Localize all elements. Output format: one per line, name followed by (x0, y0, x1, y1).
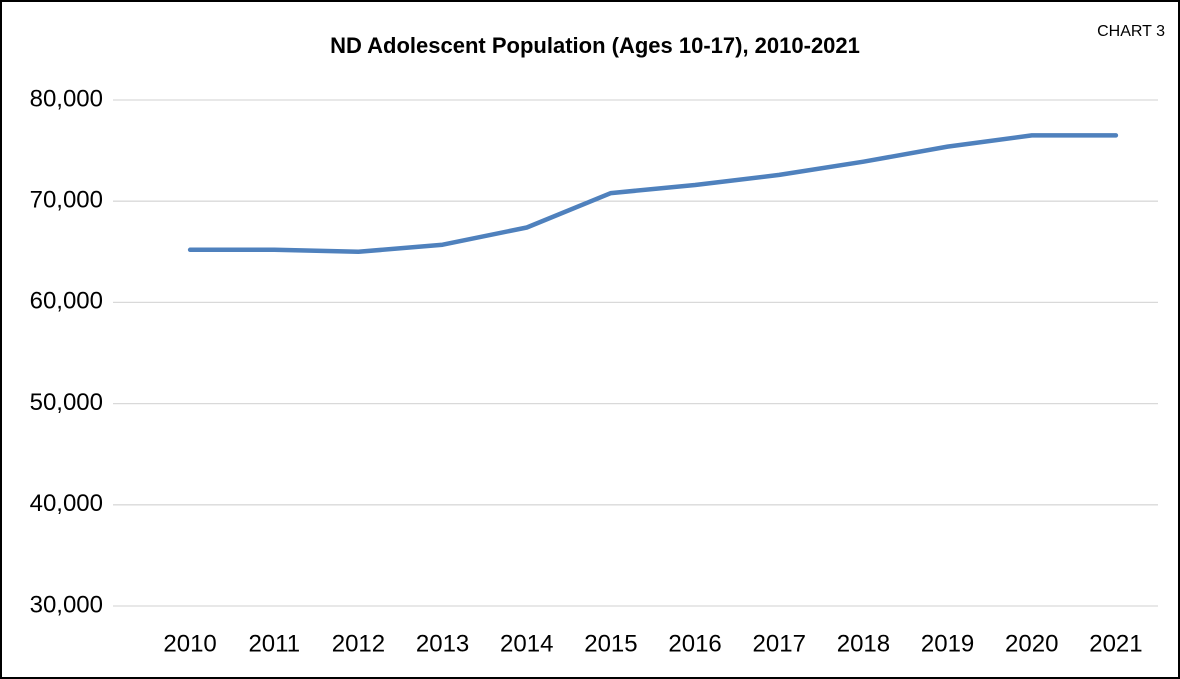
annotation: CHART 3 (1097, 23, 1165, 40)
x-tick-label: 2014 (500, 630, 553, 657)
y-tick-label: 60,000 (30, 288, 103, 315)
x-tick-label: 2010 (163, 630, 216, 657)
chart-title: ND Adolescent Population (Ages 10-17), 2… (330, 33, 860, 58)
y-tick-label: 80,000 (30, 85, 103, 112)
x-tick-label: 2018 (837, 630, 890, 657)
x-tick-label: 2011 (248, 630, 300, 657)
x-tick-label: 2012 (332, 630, 385, 657)
x-tick-label: 2015 (584, 630, 637, 657)
x-tick-label: 2016 (668, 630, 721, 657)
x-tick-label: 2019 (921, 630, 974, 657)
y-tick-label: 40,000 (30, 490, 103, 517)
y-tick-label: 50,000 (30, 389, 103, 416)
y-tick-label: 70,000 (30, 187, 103, 214)
y-tick-label: 30,000 (30, 591, 103, 618)
x-tick-label: 2017 (753, 630, 806, 657)
data-line (187, 133, 1119, 255)
x-tick-label: 2013 (416, 630, 469, 657)
x-tick-label: 2020 (1005, 630, 1058, 657)
x-tick-label: 2021 (1089, 630, 1142, 657)
